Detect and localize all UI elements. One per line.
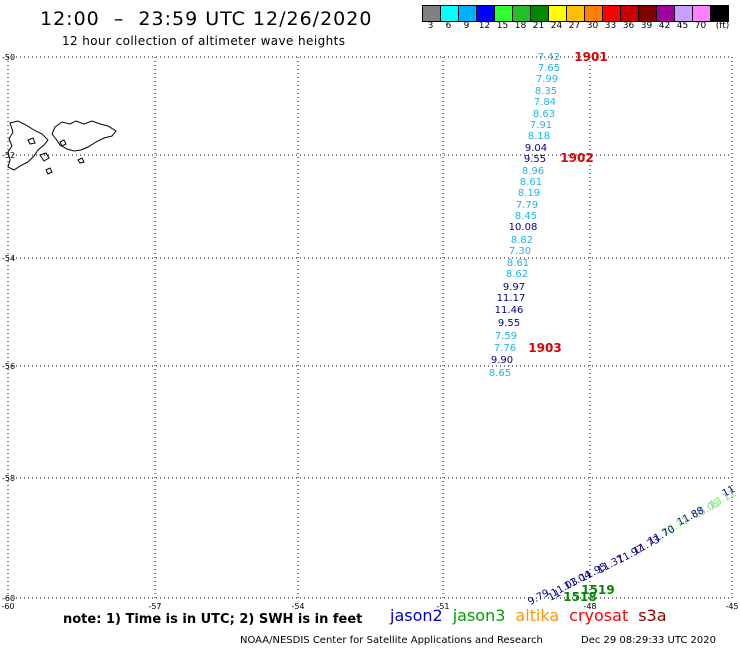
legend-label: (ft) (715, 21, 730, 31)
legend-label: 12 (478, 21, 491, 31)
latitude-label: -54 (2, 254, 15, 263)
legend-label: 42 (658, 21, 671, 31)
wave-height-value: 7.59 (495, 331, 517, 342)
small-island-2 (45, 167, 53, 175)
legend-label: 21 (532, 21, 545, 31)
legend-label: 33 (604, 21, 617, 31)
legend-label: 45 (676, 21, 689, 31)
wave-height-value: 11 (547, 588, 563, 604)
small-island-5 (59, 139, 67, 147)
legend-label: 70 (694, 21, 707, 31)
wave-height-value: 8.19 (518, 188, 540, 199)
wave-height-value: 11.17 (497, 293, 526, 304)
wave-height-color-legend (422, 5, 729, 22)
small-island-3 (77, 157, 85, 164)
generation-timestamp: Dec 29 08:29:33 UTC 2020 (581, 635, 716, 646)
wave-height-value: 7.91 (530, 120, 552, 131)
wave-height-value: 9.79 (526, 588, 551, 608)
wave-height-value: 10.08 (509, 222, 538, 233)
map-title: 12:00 – 23:59 UTC 12/26/2020 (40, 8, 373, 30)
satellite-altika: altika (515, 606, 560, 625)
wave-height-value: 8.82 (511, 235, 533, 246)
wave-height-value: 7.76 (494, 343, 516, 354)
wave-height-value: 9.90 (491, 355, 513, 366)
satellite-s3a: s3a (638, 606, 667, 625)
wave-height-value: 9.04 (525, 143, 547, 154)
legend-label: 30 (586, 21, 599, 31)
satellite-jason2: jason2 (390, 606, 443, 625)
pass-time-tag: 1518 (563, 590, 596, 604)
wave-height-value: 7.65 (538, 63, 560, 74)
longitude-label: -51 (436, 602, 449, 611)
small-island-1 (39, 152, 50, 162)
pass-time-tag: 1902 (560, 151, 593, 165)
lat-lon-grid (7, 56, 733, 599)
wave-height-value: 7.42 (538, 52, 560, 63)
legend-label: 27 (568, 21, 581, 31)
wave-height-value: 8.62 (506, 269, 528, 280)
satellite-cryosat: cryosat (569, 606, 629, 625)
longitude-label: -57 (148, 602, 161, 611)
wave-height-value: 8.96 (522, 166, 544, 177)
latitude-label: -58 (2, 474, 15, 483)
legend-label: 18 (514, 21, 527, 31)
longitude-label: -54 (291, 602, 304, 611)
legend-label: 24 (550, 21, 563, 31)
legend-swatch (710, 5, 729, 22)
credit-line: NOAA/NESDIS Center for Satellite Applica… (240, 635, 543, 646)
latitude-label: -56 (2, 362, 15, 371)
altimeter-track-north: 7.427.657.998.357.848.637.918.189.049.55… (489, 52, 560, 379)
satellite-key: jason2 jason3 altika cryosat s3a (390, 606, 677, 625)
wave-height-value: 9.55 (498, 318, 520, 329)
wave-height-value: 8.35 (535, 86, 557, 97)
longitude-label: -45 (725, 602, 738, 611)
latitude-label: -60 (2, 594, 15, 603)
longitude-label: -48 (583, 602, 596, 611)
legend-label: 15 (496, 21, 509, 31)
longitude-label: -60 (1, 602, 14, 611)
wave-height-value: 7.30 (509, 246, 531, 257)
legend-label: 36 (622, 21, 635, 31)
east-falkland-outline (51, 120, 117, 152)
wave-height-value: 8.18 (528, 131, 550, 142)
pass-time-tag: 1903 (528, 341, 561, 355)
units-note: note: 1) Time is in UTC; 2) SWH is in fe… (63, 612, 363, 627)
wave-height-value: 11.46 (495, 305, 524, 316)
wave-height-value: 9.55 (524, 154, 546, 165)
small-island-4 (27, 137, 36, 145)
wave-height-value: 8.45 (515, 211, 537, 222)
wave-height-value: 7.84 (534, 97, 556, 108)
legend-label: 3 (427, 21, 434, 31)
wave-height-value: 8.61 (507, 258, 529, 269)
altimeter-track-south: 1113.1113.0511.8812.7211.7011.7311.9711.… (526, 484, 738, 608)
legend-label: 6 (445, 21, 452, 31)
map-subtitle: 12 hour collection of altimeter wave hei… (62, 34, 346, 48)
satellite-jason3: jason3 (452, 606, 506, 625)
falkland-islands-coastline (7, 120, 117, 175)
wave-height-value: 7.79 (516, 200, 538, 211)
west-falkland-outline (7, 120, 49, 171)
wave-height-value: 9.97 (503, 282, 525, 293)
legend-label: 39 (640, 21, 653, 31)
wave-height-value: 11 (721, 484, 737, 500)
latitude-label: -50 (2, 53, 15, 62)
wave-height-value: 8.65 (489, 368, 511, 379)
legend-label: 9 (463, 21, 470, 31)
pass-time-tag: 1519 (581, 583, 614, 597)
pass-time-tag: 1901 (574, 50, 607, 64)
axis-labels: -50-52-54-56-58-60-60 -57 -54 -51 -48 -45 (1, 53, 738, 611)
wave-height-value: 7.99 (536, 74, 558, 85)
wave-height-value: 8.63 (533, 109, 555, 120)
wave-height-value: 8.61 (520, 177, 542, 188)
